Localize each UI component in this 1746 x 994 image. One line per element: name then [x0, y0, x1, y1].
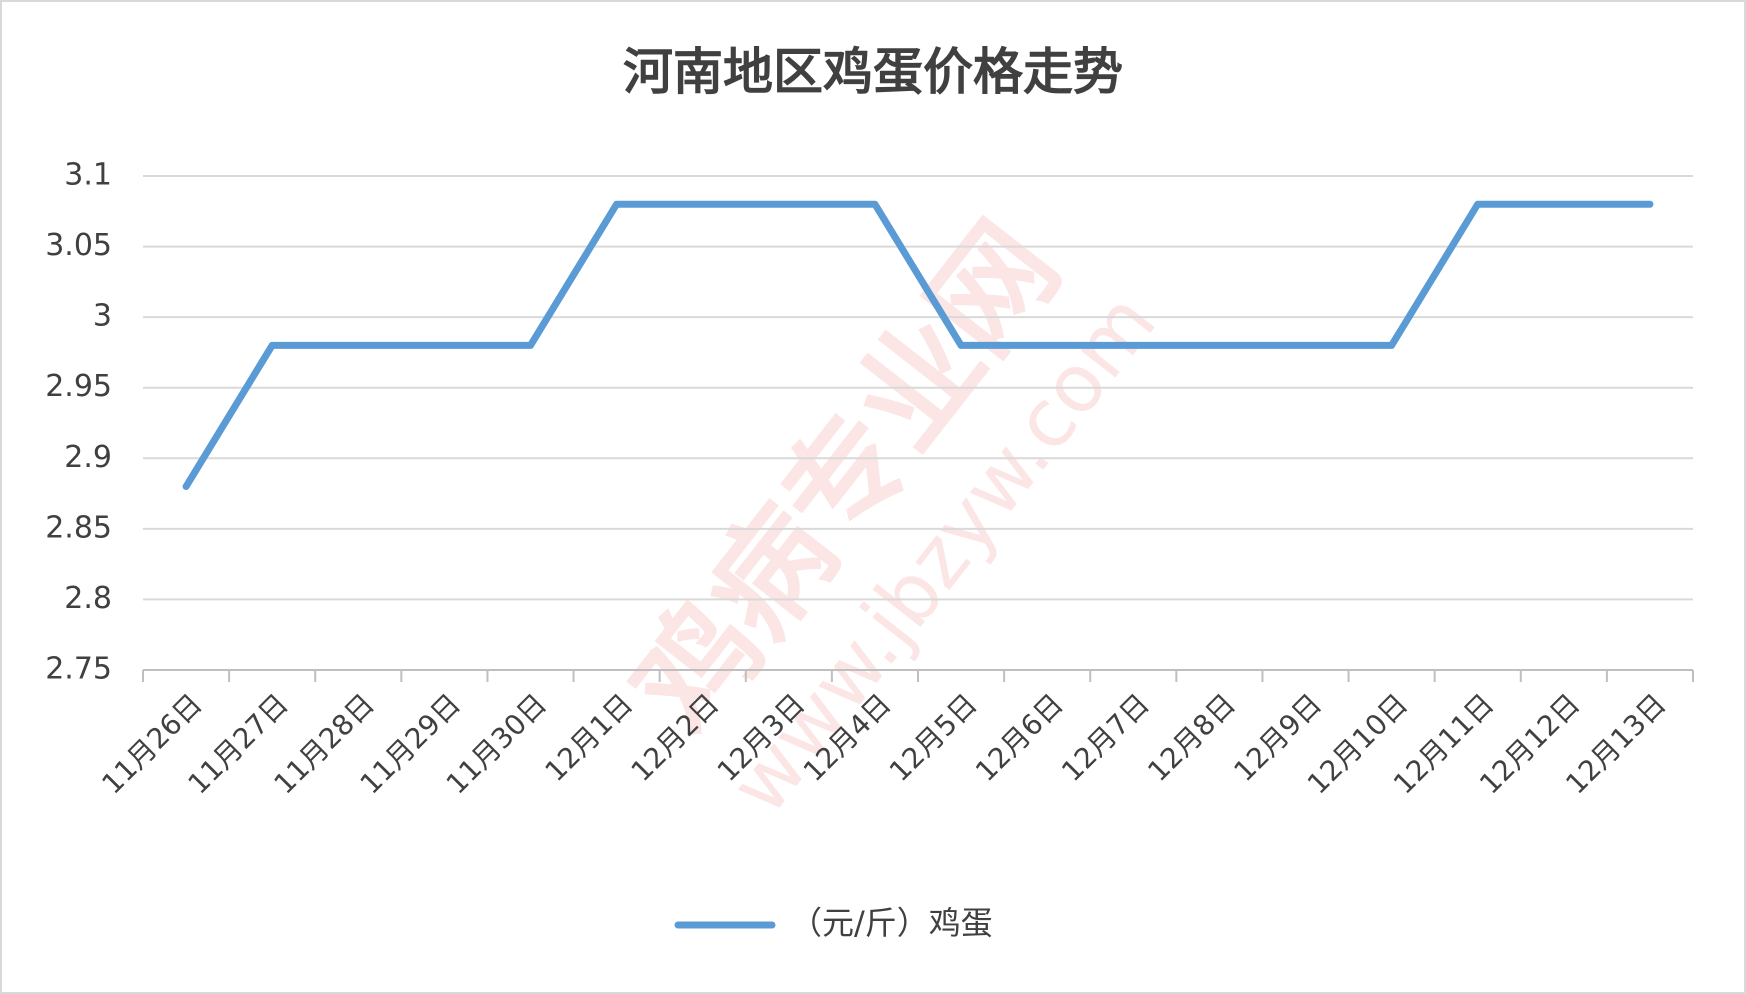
chart-title: 河南地区鸡蛋价格走势	[623, 42, 1123, 101]
y-tick-label: 2.9	[64, 440, 112, 475]
y-tick-label: 2.95	[45, 369, 112, 404]
y-tick-label: 3.05	[45, 228, 112, 263]
y-tick-label: 2.85	[45, 510, 112, 545]
y-tick-label: 3.1	[64, 158, 112, 193]
legend-label: （元/斤）鸡蛋	[790, 904, 993, 942]
y-tick-label: 2.8	[64, 581, 112, 616]
y-tick-label: 2.75	[45, 652, 112, 687]
series-line	[182, 200, 1654, 491]
y-tick-label: 3	[93, 299, 112, 334]
